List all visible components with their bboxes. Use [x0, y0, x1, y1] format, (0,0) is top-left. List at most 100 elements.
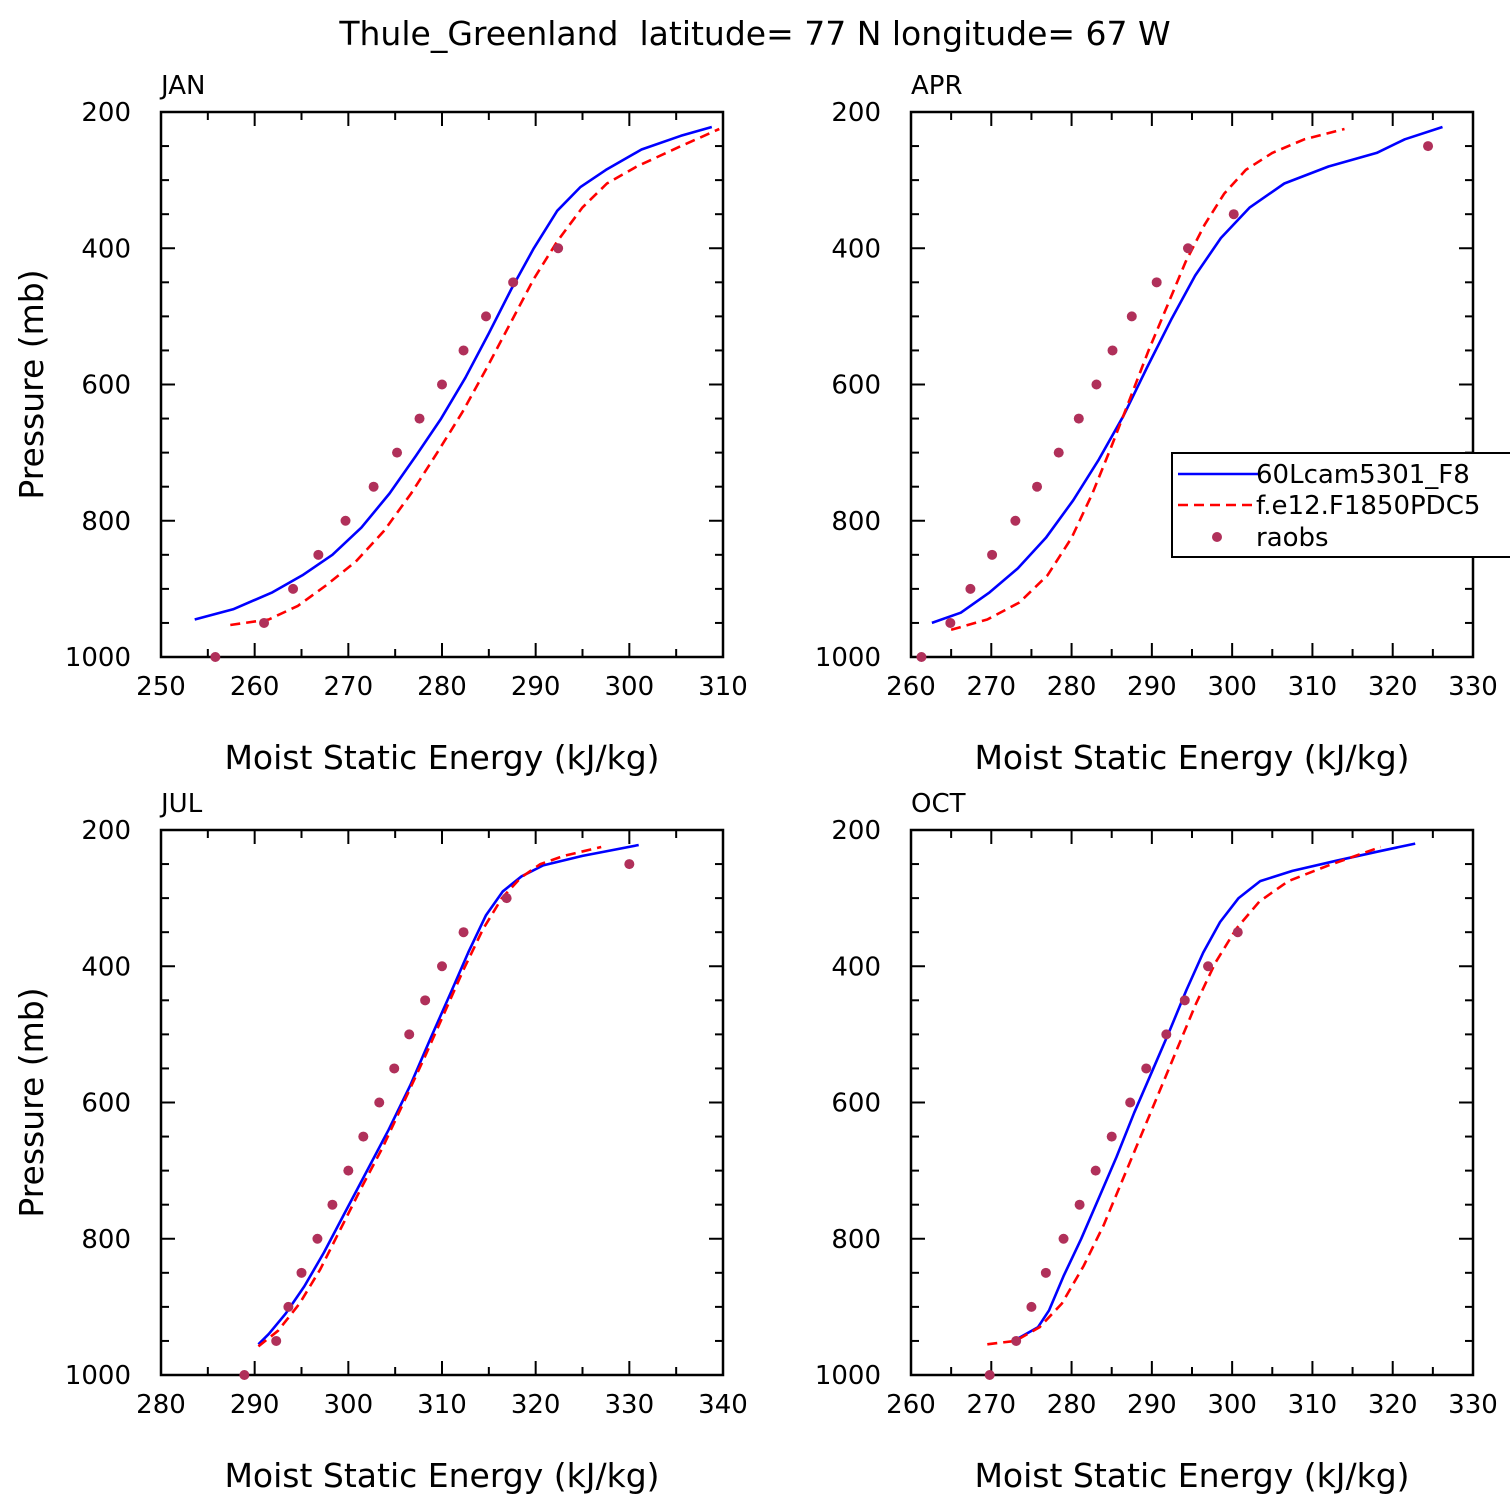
y-tick-label: 600 [831, 1089, 881, 1119]
y-tick-label: 400 [81, 234, 131, 264]
panel-jan: 250 260 270 280 290 300 310 200 400 600 800 1000 JAN… [12, 71, 748, 777]
raobs-point [553, 243, 564, 254]
x-tick-label: 290 [1127, 672, 1177, 702]
y-tick-label: 400 [831, 952, 881, 982]
raobs-point [1026, 1301, 1037, 1312]
series-f-e12-line [257, 845, 602, 1348]
raobs-point [1074, 1199, 1085, 1210]
y-tick-label: 600 [831, 371, 881, 401]
raobs-point [1423, 141, 1434, 152]
panel-label: JAN [159, 71, 205, 101]
y-tick-label: 200 [81, 98, 131, 128]
raobs-point [374, 1097, 385, 1108]
raobs-point [1161, 1029, 1172, 1040]
y-tick-label: 1000 [65, 643, 131, 673]
x-tick-label: 300 [1207, 1390, 1257, 1420]
legend-label: raobs [1256, 523, 1329, 553]
y-tick-label: 800 [81, 1225, 131, 1255]
legend-label: f.e12.F1850PDC5 [1256, 491, 1480, 521]
x-tick-label: 280 [136, 1390, 186, 1420]
x-axis-label: Moist Static Energy (kJ/kg) [224, 1456, 659, 1495]
y-axis-label: Pressure (mb) [12, 987, 51, 1217]
series-60lcam5301-line [194, 125, 713, 621]
raobs-point [312, 1233, 323, 1244]
y-tick-label: 800 [81, 507, 131, 537]
raobs-point [313, 549, 324, 560]
x-tick-label: 300 [324, 1390, 374, 1420]
plot-frame [909, 110, 1475, 659]
x-tick-label: 340 [698, 1390, 748, 1420]
raobs-point [1203, 961, 1214, 972]
raobs-point [984, 1370, 995, 1380]
raobs-point [239, 1370, 250, 1380]
raobs-point [1126, 311, 1137, 322]
x-tick-label: 310 [1288, 1390, 1338, 1420]
x-tick-label: 320 [511, 1390, 561, 1420]
series-f-e12-line [987, 845, 1382, 1346]
x-axis-label: Moist Static Energy (kJ/kg) [974, 738, 1409, 777]
raobs-point [414, 413, 425, 424]
raobs-point [210, 652, 221, 662]
panel-oct: 260 270 280 290 300 310 320 330 200 400 600 800 1000… [815, 789, 1498, 1495]
y-tick-label: 800 [831, 1225, 881, 1255]
legend-box [1171, 452, 1510, 558]
raobs-point [1010, 515, 1021, 526]
y-tick-label: 1000 [65, 1361, 131, 1391]
raobs-point [1125, 1097, 1136, 1108]
x-tick-label: 330 [1448, 672, 1498, 702]
raobs-point [283, 1301, 294, 1312]
panels: 250 260 270 280 290 300 310 200 400 600 800 1000 JAN… [12, 71, 1510, 1495]
raobs-point [327, 1199, 338, 1210]
raobs-point [259, 617, 270, 628]
plot-frame [159, 828, 725, 1377]
raobs-point [1091, 379, 1102, 390]
raobs-point [945, 617, 956, 628]
series-f-e12-line [230, 127, 720, 627]
raobs-point [1151, 277, 1162, 288]
raobs-point [392, 447, 403, 458]
raobs-point [437, 379, 447, 390]
raobs-point [1053, 447, 1064, 458]
x-tick-label: 270 [966, 1390, 1016, 1420]
legend-label: 60Lcam5301_F8 [1256, 460, 1470, 490]
y-tick-label: 400 [81, 952, 131, 982]
series-60lcam5301-line [1013, 842, 1416, 1343]
raobs-point [288, 583, 299, 594]
raobs-point [1032, 481, 1043, 492]
y-tick-label: 200 [831, 816, 881, 846]
panel-jul: 280 290 300 310 320 330 340 200 400 600 800 1000 JUL… [12, 789, 748, 1495]
panel-apr: 260 270 280 290 300 310 320 330 200 400 600 800 1000… [815, 71, 1498, 777]
x-tick-label: 280 [1047, 672, 1097, 702]
raobs-point [1073, 413, 1084, 424]
x-tick-label: 330 [605, 1390, 655, 1420]
figure-title: Thule_Greenland latitude= 77 N longitude… [338, 14, 1170, 53]
x-tick-label: 330 [1448, 1390, 1498, 1420]
x-tick-label: 310 [1288, 672, 1338, 702]
plot-frame [909, 828, 1475, 1377]
raobs-point [404, 1029, 415, 1040]
x-tick-label: 250 [136, 672, 186, 702]
y-tick-label: 800 [831, 507, 881, 537]
raobs-point [1011, 1335, 1022, 1346]
raobs-point [437, 961, 447, 972]
x-tick-label: 260 [230, 672, 280, 702]
raobs-point [1090, 1165, 1101, 1176]
x-tick-label: 290 [511, 672, 561, 702]
raobs-point [481, 311, 492, 322]
y-tick-label: 1000 [815, 643, 881, 673]
panel-label: OCT [911, 789, 966, 819]
x-tick-label: 300 [1207, 672, 1257, 702]
raobs-point [624, 859, 635, 870]
x-tick-label: 290 [230, 1390, 280, 1420]
x-tick-label: 280 [417, 672, 467, 702]
y-tick-label: 400 [831, 234, 881, 264]
raobs-point [1228, 209, 1239, 220]
x-axis-label: Moist Static Energy (kJ/kg) [974, 1456, 1409, 1495]
series-60lcam5301-line [931, 125, 1443, 625]
y-tick-label: 600 [81, 371, 131, 401]
x-tick-label: 320 [1368, 1390, 1418, 1420]
raobs-point [420, 995, 431, 1006]
raobs-point [1058, 1233, 1069, 1244]
